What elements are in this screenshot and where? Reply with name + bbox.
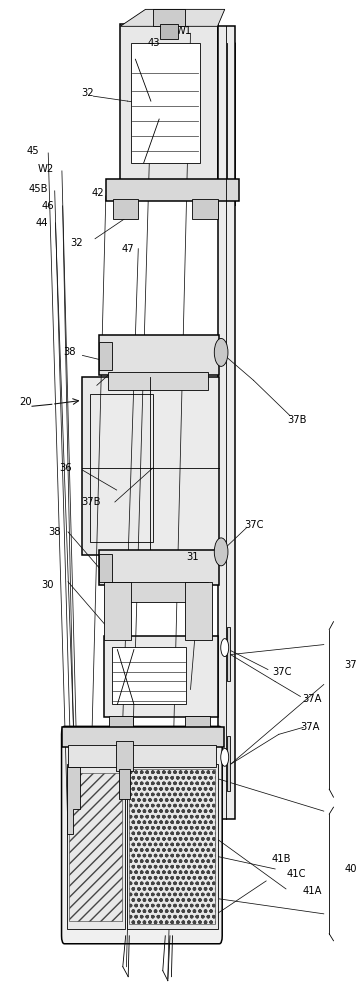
Text: 32: 32 xyxy=(82,88,94,98)
Polygon shape xyxy=(217,26,236,206)
Bar xyxy=(108,582,208,602)
Text: 31: 31 xyxy=(186,552,199,562)
Text: 41B: 41B xyxy=(272,854,291,864)
Text: 47: 47 xyxy=(122,244,135,254)
Bar xyxy=(90,394,153,542)
Text: 46: 46 xyxy=(42,201,54,211)
Bar xyxy=(99,554,112,582)
Text: 38: 38 xyxy=(63,347,76,357)
Text: W1: W1 xyxy=(175,26,191,36)
Ellipse shape xyxy=(214,538,228,566)
Bar xyxy=(109,716,133,734)
Bar xyxy=(129,769,215,924)
Bar xyxy=(99,335,219,375)
Bar xyxy=(227,627,231,681)
Polygon shape xyxy=(120,9,225,26)
Bar xyxy=(131,43,200,163)
Bar xyxy=(127,764,217,929)
Text: 45: 45 xyxy=(27,146,40,156)
Text: 32: 32 xyxy=(70,238,83,248)
Ellipse shape xyxy=(214,338,228,366)
Bar xyxy=(68,745,216,767)
Bar xyxy=(99,550,219,585)
Bar xyxy=(160,24,178,39)
Bar xyxy=(119,769,130,799)
Text: 20: 20 xyxy=(20,397,32,407)
Bar xyxy=(185,582,212,640)
Polygon shape xyxy=(67,767,80,834)
Text: W2: W2 xyxy=(37,164,53,174)
Ellipse shape xyxy=(221,639,229,657)
Text: 41C: 41C xyxy=(287,869,306,879)
Text: 37B: 37B xyxy=(82,497,101,507)
Ellipse shape xyxy=(221,748,229,766)
Bar xyxy=(67,764,125,929)
Bar xyxy=(106,179,239,201)
Bar xyxy=(120,24,217,186)
Bar xyxy=(217,26,235,819)
Bar xyxy=(112,647,186,704)
Bar xyxy=(69,773,122,921)
Text: 43: 43 xyxy=(147,38,160,48)
Text: 36: 36 xyxy=(59,463,72,473)
Text: 37C: 37C xyxy=(244,520,263,530)
Text: 41A: 41A xyxy=(302,886,322,896)
Bar xyxy=(227,736,231,791)
Text: 37A: 37A xyxy=(301,722,320,732)
Bar xyxy=(116,741,133,771)
Bar xyxy=(99,342,112,370)
Text: 37: 37 xyxy=(344,660,357,670)
Text: 30: 30 xyxy=(41,580,54,590)
Text: 45B: 45B xyxy=(28,184,48,194)
Text: 42: 42 xyxy=(91,188,104,198)
Bar xyxy=(185,716,209,734)
Bar xyxy=(113,199,138,219)
Bar xyxy=(104,582,131,640)
Text: 37B: 37B xyxy=(287,415,306,425)
Text: 44: 44 xyxy=(36,218,48,228)
Bar xyxy=(108,372,208,390)
Text: 37C: 37C xyxy=(272,667,291,677)
Bar xyxy=(153,9,185,26)
Text: 38: 38 xyxy=(48,527,61,537)
Bar xyxy=(192,199,217,219)
Text: 37A: 37A xyxy=(302,694,322,704)
FancyBboxPatch shape xyxy=(62,726,222,944)
Bar xyxy=(104,636,217,717)
Bar xyxy=(82,377,219,555)
Text: 40: 40 xyxy=(344,864,357,874)
Bar xyxy=(62,727,224,747)
